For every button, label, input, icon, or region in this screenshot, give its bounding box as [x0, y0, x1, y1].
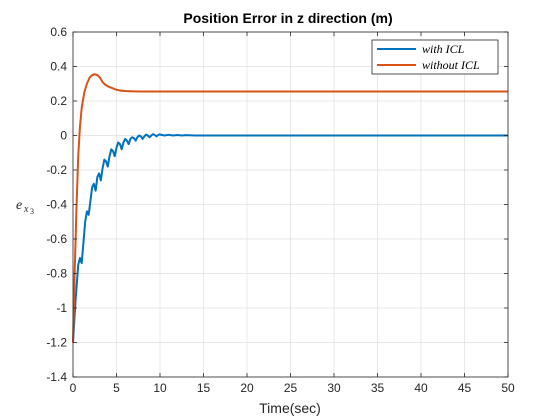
- y-tick-label: -1: [56, 301, 67, 315]
- x-axis-ticks: 0 5 10 15 20 25 30 35 40 45 50: [70, 32, 515, 395]
- y-tick-label: -1.2: [46, 336, 67, 350]
- x-tick-label: 5: [113, 381, 120, 395]
- y-axis-label: e x 3: [16, 198, 34, 216]
- x-tick-label: 45: [458, 381, 472, 395]
- x-tick-label: 50: [501, 381, 515, 395]
- x-tick-label: 15: [197, 381, 211, 395]
- x-tick-label: 10: [153, 381, 167, 395]
- y-tick-label: 0.4: [50, 60, 67, 74]
- y-tick-label: -0.2: [46, 163, 67, 177]
- legend: with ICL without ICL: [371, 39, 499, 75]
- legend-label-with-icl: with ICL: [422, 42, 465, 56]
- x-tick-label: 30: [327, 381, 341, 395]
- chart-title: Position Error in z direction (m): [183, 10, 392, 26]
- y-axis-label-subsub: 3: [30, 207, 34, 216]
- legend-box: [371, 39, 499, 75]
- x-tick-label: 20: [240, 381, 254, 395]
- y-axis-ticks: -1.4 -1.2 -1 -0.8 -0.6 -0.4 -0.2 0 0.2 0.4 0.6: [46, 25, 508, 384]
- x-tick-label: 40: [414, 381, 428, 395]
- series-line-with-icl: [72, 133, 508, 343]
- y-axis-label-main: e: [16, 198, 22, 213]
- y-tick-label: 0.2: [50, 94, 67, 108]
- x-axis-label: Time(sec): [259, 400, 321, 416]
- series-line-without-icl: [72, 73, 508, 343]
- y-tick-label: -0.4: [46, 198, 67, 212]
- x-tick-label: 25: [284, 381, 298, 395]
- x-tick-label: 0: [70, 381, 77, 395]
- y-tick-label: 0.6: [50, 25, 67, 39]
- series-lines: [72, 73, 508, 343]
- y-tick-label: -0.6: [46, 232, 67, 246]
- y-tick-label: 0: [60, 129, 67, 143]
- x-tick-label: 35: [371, 381, 385, 395]
- y-tick-label: -1.4: [46, 370, 67, 384]
- legend-label-without-icl: without ICL: [422, 58, 480, 72]
- y-axis-label-sub: x: [23, 204, 29, 215]
- y-tick-label: -0.8: [46, 267, 67, 281]
